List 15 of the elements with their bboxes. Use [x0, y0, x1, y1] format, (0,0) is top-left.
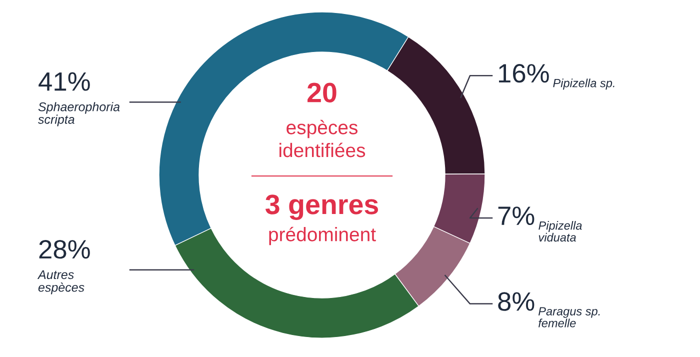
data-label: 28%	[39, 240, 90, 259]
slice-label: Paragus sp. femelle	[538, 307, 600, 328]
text: 20	[308, 82, 336, 102]
text: prédominent	[269, 226, 376, 246]
slice-label: Pipizella viduata	[538, 221, 582, 242]
text: identifiées	[280, 142, 366, 158]
slice-label: Autres espèces	[37, 270, 84, 294]
data-label: 41%	[38, 72, 90, 91]
text: espèces	[286, 120, 358, 138]
slice-label: Sphaerophoria scripta	[38, 102, 120, 126]
slice-label: Pipizella sp.	[553, 78, 614, 90]
data-label: 16%	[499, 64, 549, 83]
data-label: 8%	[498, 292, 534, 311]
text: 3 genres	[266, 194, 378, 220]
data-label: 7%	[498, 206, 534, 226]
